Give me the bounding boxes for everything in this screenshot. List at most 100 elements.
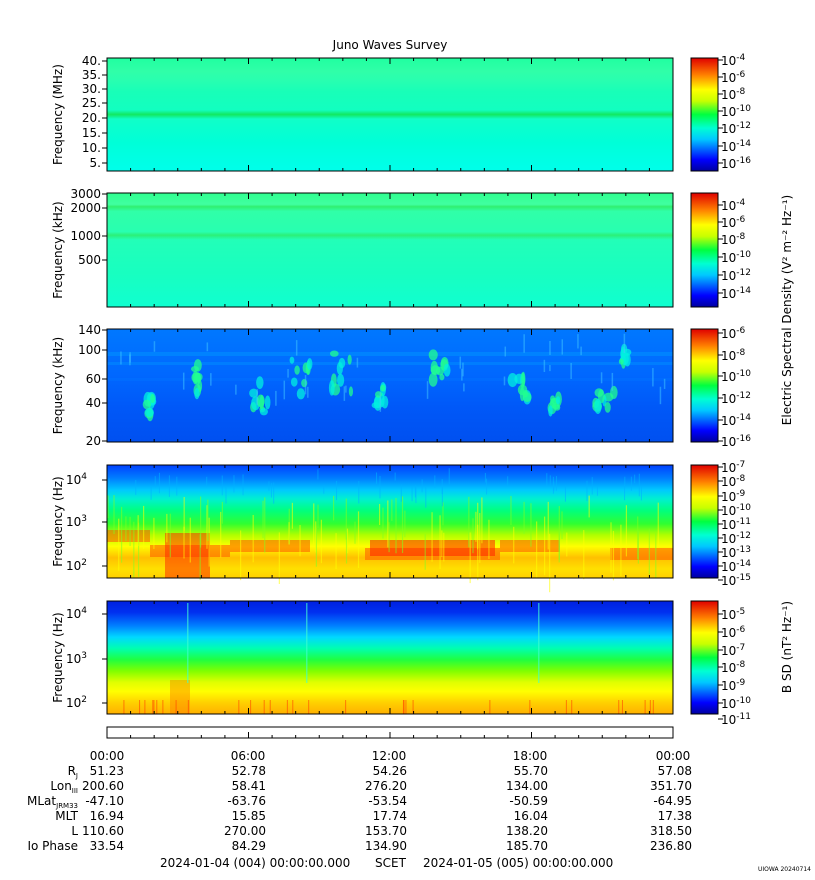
spike-64 [333,495,335,521]
cbtick-label-1-3: 10-10 [721,250,751,265]
ephem-label-4: L [71,824,78,838]
spike-53 [530,503,532,547]
hf-streak-20 [591,477,593,495]
ephem-value-1-4: 351.70 [650,779,692,793]
spike-18 [513,526,515,564]
colorbar-label-magnetic: B SD (nT² Hz⁻¹) [780,601,794,693]
spike-34 [547,501,549,550]
cbtick-label-1-1: 10-6 [721,215,746,230]
emission-9-6 [594,398,602,415]
hf-streak-23 [323,485,325,494]
colorbar-4 [690,464,719,579]
spike-75 [189,517,191,563]
spike-73 [137,515,139,547]
spike-54 [477,502,479,550]
spike-84 [657,502,659,548]
spike-1 [199,534,201,580]
cbtick-label-3-5: 10-12 [721,531,751,546]
hf-streak-46 [555,476,557,491]
hf-streak-33 [638,473,640,497]
panel-5 [106,600,674,715]
streak-18 [611,372,614,391]
streak-10 [129,352,131,363]
lf-spike-12 [286,700,288,714]
hf-streak-1 [624,484,626,501]
spike-57 [291,502,293,529]
lf-spike-13 [618,700,620,714]
spike-16 [443,532,445,562]
emission-3-0 [290,377,298,387]
ephem-value-1-0: 200.60 [82,779,124,793]
spike-48 [220,511,222,558]
ytick-label-3-2: 102 [66,558,87,573]
emission-10-6 [624,353,631,367]
spike-61 [345,532,348,564]
cbtick-label-3-3: 10-10 [721,503,751,518]
spike-68 [395,498,397,554]
spike-51 [133,521,135,578]
ephem-value-0-1: 52.78 [232,764,266,778]
spike-35 [169,513,171,558]
lf-spike-14 [402,700,404,714]
spike-38 [208,517,210,567]
ytick-label-0-0: 40. [82,54,101,68]
cbtick-label-2-4: 10-14 [721,413,751,428]
spike-86 [481,497,483,544]
ylabel-4: Frequency (Hz) [51,476,65,567]
ylabel-5: Frequency (Hz) [51,612,65,703]
time-label-1: 06:00 [231,749,266,763]
streak-0 [549,365,551,372]
spike-7 [138,522,140,577]
time-label-4: 00:00 [656,749,691,763]
hf-streak-25 [108,478,110,488]
spike-22 [129,516,131,547]
band-2 [107,378,673,381]
cbtick-label-3-0: 10-7 [721,460,745,475]
cbtick-label-4-5: 10-10 [721,696,751,711]
streak-37 [503,376,506,386]
hf-streak-12 [546,473,548,486]
spike-80 [655,533,657,579]
spike-42 [107,495,109,519]
streak-35 [600,372,603,384]
cbtick-label-4-1: 10-6 [721,625,746,640]
hf-streak-9 [421,479,423,493]
cbtick-label-2-0: 10-6 [721,326,746,341]
spike-41 [166,513,168,543]
colorbar-2 [690,192,719,308]
cbtick-label-4-3: 10-8 [721,660,746,675]
spike-56 [278,532,280,584]
emission-6-6 [443,363,451,377]
ephem-value-0-3: 55.70 [514,764,548,778]
emission-4-2 [329,350,339,357]
streak-11 [580,346,582,356]
spike-63 [536,521,538,579]
hot-core-2 [165,533,210,578]
ytick-label-1-1: 2000 [70,201,101,215]
streak-3 [153,341,156,352]
hf-streak-49 [425,485,427,508]
hf-streak-22 [158,472,160,494]
colorbar-1 [690,57,719,172]
hot-band-0 [107,530,150,542]
emission-7-8 [522,390,529,398]
spike-19 [583,530,585,580]
ytick-label-1-0: 3000 [70,187,101,201]
ytick-label-2-0: 140 [78,323,101,337]
ephem-value-3-0: 16.94 [90,809,124,823]
streak-26 [256,389,258,406]
scet-start: 2024-01-04 (004) 00:00:00.000 [160,856,350,870]
emission-3-2 [296,388,305,400]
hf-streak-18 [415,486,417,503]
streak-31 [210,373,212,386]
hf-streak-32 [233,475,235,493]
emission-8-7 [548,405,553,417]
emission-2-7 [256,394,265,408]
lf-spike-5 [162,700,164,714]
spike-55 [221,501,223,524]
emission-4-4 [338,357,346,369]
spike-79 [468,496,470,548]
spike-62 [199,496,202,548]
emission-3-1 [294,365,300,375]
spike-59 [479,513,481,563]
